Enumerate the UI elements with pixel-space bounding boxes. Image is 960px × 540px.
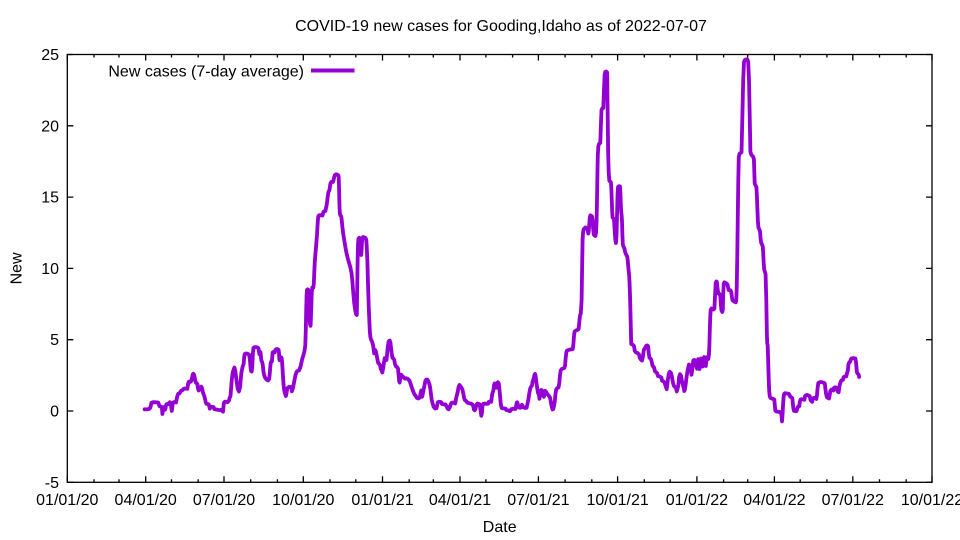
svg-text:Date: Date (483, 519, 517, 536)
svg-text:10/01/21: 10/01/21 (586, 492, 648, 509)
svg-text:25: 25 (41, 47, 59, 64)
svg-text:10/01/20: 10/01/20 (272, 492, 334, 509)
svg-text:-5: -5 (45, 475, 59, 492)
svg-text:New cases (7-day average): New cases (7-day average) (108, 64, 304, 81)
svg-text:01/01/22: 01/01/22 (666, 492, 728, 509)
svg-text:04/01/22: 04/01/22 (743, 492, 805, 509)
svg-text:04/01/20: 04/01/20 (115, 492, 177, 509)
svg-text:07/01/21: 07/01/21 (507, 492, 569, 509)
svg-text:04/01/21: 04/01/21 (429, 492, 491, 509)
svg-text:20: 20 (41, 118, 59, 135)
svg-text:10/01/22: 10/01/22 (901, 492, 960, 509)
svg-text:COVID-19 new cases for Gooding: COVID-19 new cases for Gooding,Idaho as … (295, 18, 707, 35)
svg-text:0: 0 (50, 404, 59, 421)
svg-text:5: 5 (50, 332, 59, 349)
svg-text:01/01/20: 01/01/20 (36, 492, 98, 509)
svg-text:New: New (9, 252, 26, 284)
svg-text:10: 10 (41, 261, 59, 278)
svg-text:07/01/20: 07/01/20 (193, 492, 255, 509)
svg-text:01/01/21: 01/01/21 (351, 492, 413, 509)
svg-text:15: 15 (41, 190, 59, 207)
svg-text:07/01/22: 07/01/22 (822, 492, 884, 509)
